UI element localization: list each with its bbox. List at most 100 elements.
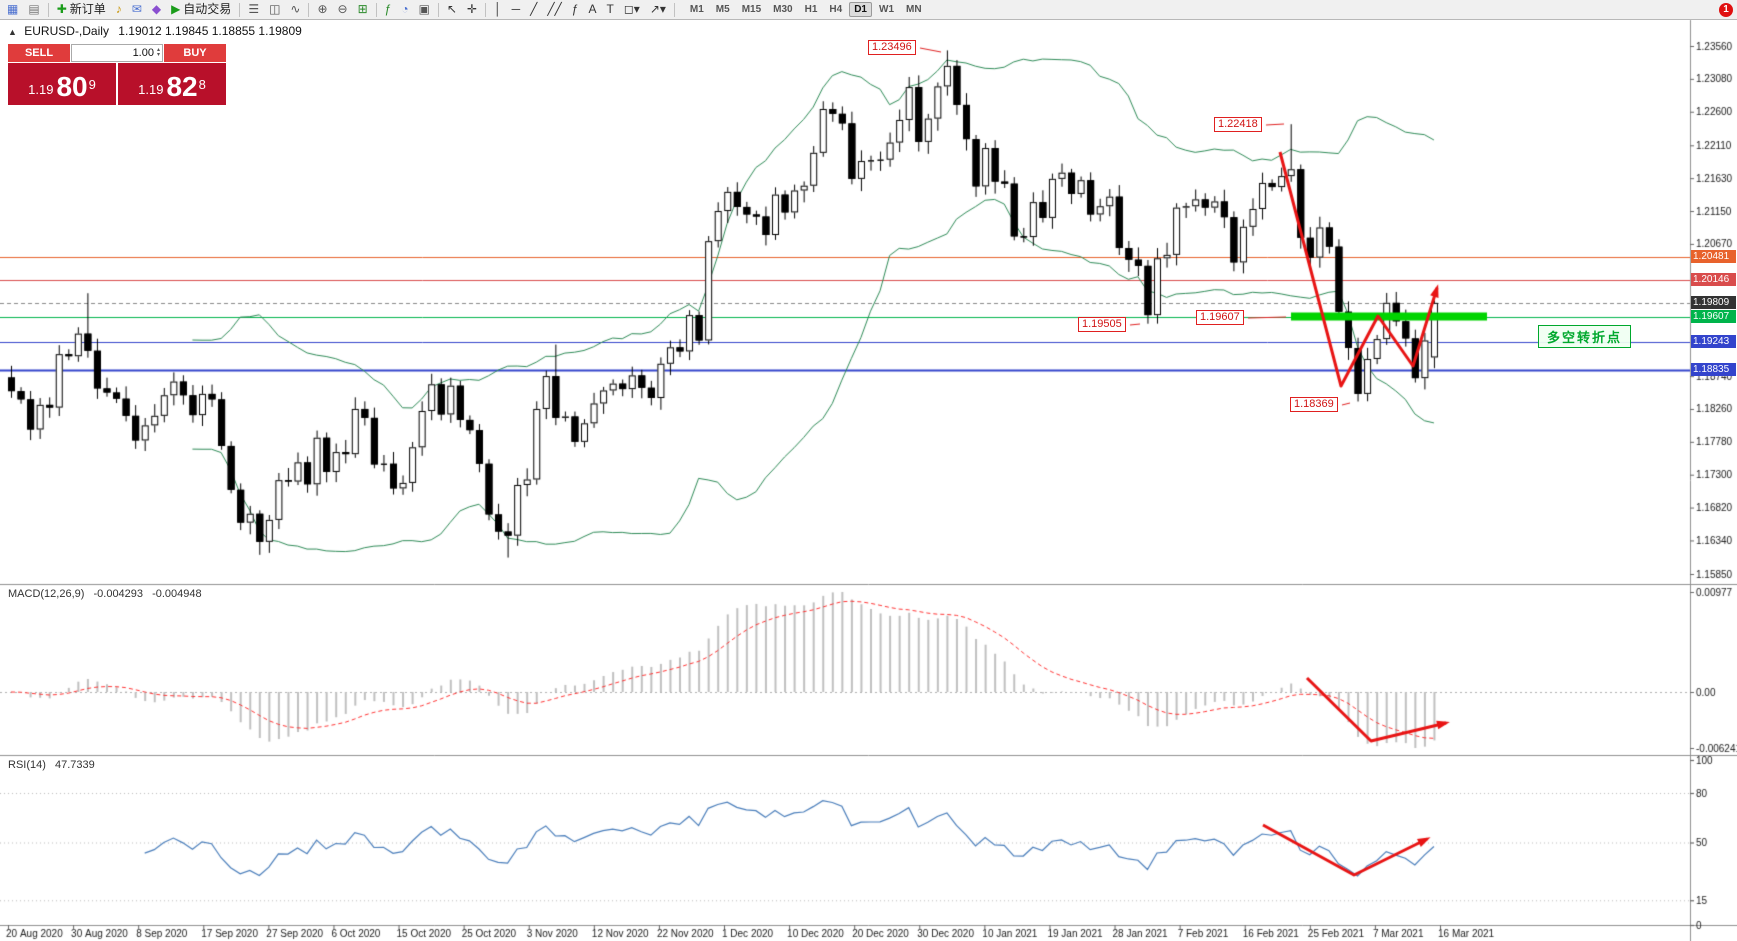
bar-chart-button[interactable]: ☰ bbox=[244, 0, 263, 19]
zoom-in-button[interactable]: ⊕ bbox=[313, 0, 331, 19]
objects-list-icon: ▣ bbox=[418, 2, 430, 16]
timeframe-button-W1[interactable]: W1 bbox=[879, 4, 894, 15]
volume-value: 1.00 bbox=[132, 47, 154, 59]
crosshair-button[interactable]: ✛ bbox=[463, 0, 481, 19]
tile-windows-icon: ⊞ bbox=[357, 2, 368, 16]
text-icon: A bbox=[588, 2, 597, 16]
volume-spinner[interactable]: ▴ ▾ bbox=[156, 47, 160, 58]
buy-price-display[interactable]: 1.19 82 8 bbox=[118, 63, 226, 105]
timeframe-button-MN[interactable]: MN bbox=[906, 4, 922, 15]
spinner-down-icon[interactable]: ▾ bbox=[156, 52, 160, 58]
one-click-trading-panel: SELL 1.00 ▴ ▾ BUY 1.19 80 9 1.19 82 8 bbox=[8, 44, 226, 105]
rsi-value: 47.7339 bbox=[54, 759, 95, 771]
zoom-out-icon: ⊖ bbox=[337, 2, 348, 16]
cycles-button[interactable]: ◔ bbox=[397, 0, 412, 19]
cursor-button[interactable]: ↖ bbox=[443, 0, 461, 19]
macd-main-value: -0.004293 bbox=[93, 588, 144, 600]
new-order-icon: ✚ bbox=[56, 2, 67, 16]
zoom-in-icon: ⊕ bbox=[317, 2, 328, 16]
new-order-button[interactable]: ✚ 新订单 bbox=[53, 0, 110, 19]
line-chart-button[interactable]: ∿ bbox=[286, 0, 304, 19]
horizontal-line-icon: ─ bbox=[511, 2, 521, 16]
crosshair-icon: ✛ bbox=[467, 2, 478, 16]
sell-button[interactable]: SELL bbox=[8, 44, 70, 62]
timeframe-group: M1 M5 M15 M30 H1 H4 D1 W1 MN bbox=[684, 2, 928, 17]
horizontal-line-button[interactable]: ─ bbox=[508, 0, 525, 19]
toolbar-separator bbox=[375, 2, 377, 17]
trendline-button[interactable]: ╱ bbox=[526, 0, 541, 19]
notification-badge[interactable]: 1 bbox=[1719, 3, 1733, 17]
macd-label: MACD(12,26,9) bbox=[8, 588, 85, 600]
sell-price-fraction: 9 bbox=[88, 77, 96, 92]
profiles-button[interactable]: ▤ bbox=[24, 0, 43, 19]
autotrade-icon: ▶ bbox=[171, 2, 181, 16]
channel-icon: ╱╱ bbox=[547, 2, 562, 16]
arrows-icon: ↗▾ bbox=[649, 2, 666, 16]
rsi-label: RSI(14) bbox=[8, 759, 46, 771]
indicators-button[interactable]: ƒ bbox=[381, 0, 396, 19]
rsi-pane-title: RSI(14) 47.7339 bbox=[8, 759, 101, 771]
new-chart-icon: ▦ bbox=[7, 2, 19, 16]
timeframe-button-M1[interactable]: M1 bbox=[689, 4, 704, 15]
label-icon: T bbox=[606, 2, 614, 16]
toolbar-separator bbox=[437, 2, 439, 17]
toolbar-separator bbox=[308, 2, 310, 17]
market-icon: ◆ bbox=[151, 2, 162, 16]
alerts-icon: ♪ bbox=[115, 2, 122, 16]
objects-list-button[interactable]: ▣ bbox=[415, 0, 434, 19]
timeframe-button-M15[interactable]: M15 bbox=[741, 4, 762, 15]
cursor-icon: ↖ bbox=[446, 2, 458, 16]
trendline-icon: ╱ bbox=[530, 2, 538, 16]
timeframe-button-H1[interactable]: H1 bbox=[804, 4, 818, 15]
label-button[interactable]: T bbox=[602, 0, 617, 19]
zoom-out-button[interactable]: ⊖ bbox=[334, 0, 352, 19]
timeframe-button-D1[interactable]: D1 bbox=[849, 2, 872, 17]
toolbar-separator bbox=[239, 2, 241, 17]
alerts-button[interactable]: ♪ bbox=[112, 0, 126, 19]
autotrade-button-label: 自动交易 bbox=[183, 2, 232, 16]
timeframe-button-M5[interactable]: M5 bbox=[715, 4, 730, 15]
fibonacci-icon: ƒ bbox=[571, 2, 579, 16]
timeframe-button-H4[interactable]: H4 bbox=[829, 4, 843, 15]
fibonacci-button[interactable]: ƒ bbox=[568, 0, 583, 19]
sell-price-display[interactable]: 1.19 80 9 bbox=[8, 63, 116, 105]
macd-pane-title: MACD(12,26,9) -0.004293 -0.004948 bbox=[8, 588, 208, 600]
candlestick-chart-button[interactable]: ◫ bbox=[265, 0, 284, 19]
bar-chart-icon: ☰ bbox=[248, 2, 260, 16]
buy-price-prefix: 1.19 bbox=[138, 82, 164, 97]
buy-price-fraction: 8 bbox=[198, 77, 206, 92]
toolbar-separator bbox=[485, 2, 487, 17]
tile-windows-button[interactable]: ⊞ bbox=[354, 0, 372, 19]
chart-symbol-label: EURUSD-,Daily bbox=[24, 24, 109, 38]
vertical-line-button[interactable]: │ bbox=[490, 0, 506, 19]
autotrade-button[interactable]: ▶ 自动交易 bbox=[167, 0, 235, 19]
toolbar-separator bbox=[47, 2, 49, 17]
channel-button[interactable]: ╱╱ bbox=[543, 0, 565, 19]
spinner-up-icon[interactable]: ▴ bbox=[156, 47, 160, 53]
chart-header: ▲ EURUSD-,Daily 1.19012 1.19845 1.18855 … bbox=[8, 24, 302, 38]
mailbox-button[interactable]: ✉ bbox=[128, 0, 146, 19]
shapes-icon: ◻▾ bbox=[623, 2, 640, 16]
arrows-button[interactable]: ↗▾ bbox=[646, 0, 670, 19]
profiles-icon: ▤ bbox=[28, 2, 40, 16]
line-chart-icon: ∿ bbox=[290, 2, 301, 16]
sell-price-prefix: 1.19 bbox=[28, 82, 54, 97]
buy-button[interactable]: BUY bbox=[164, 44, 226, 62]
macd-signal-value: -0.004948 bbox=[152, 588, 202, 600]
toolbar-separator bbox=[673, 2, 675, 17]
shapes-button[interactable]: ◻▾ bbox=[620, 0, 644, 19]
mailbox-icon: ✉ bbox=[131, 2, 142, 16]
collapse-panel-icon[interactable]: ▲ bbox=[8, 27, 17, 37]
chart-ohlc-values: 1.19012 1.19845 1.18855 1.19809 bbox=[118, 24, 302, 38]
timeframe-button-M30[interactable]: M30 bbox=[773, 4, 793, 15]
toolbar: ▦ ▤ ✚ 新订单 ♪ ✉ ◆ ▶ 自动交易 ☰ ◫ ∿ ⊕ ⊖ ⊞ ƒ ◔ ▣ ↖ ✛ │ ─ ╱ ╱╱ ƒ A T ◻▾ ↗▾ M1 M… bbox=[0, 0, 1737, 20]
cycles-icon: ◔ bbox=[401, 2, 409, 16]
vertical-line-icon: │ bbox=[494, 2, 502, 16]
new-chart-button[interactable]: ▦ bbox=[3, 0, 22, 19]
text-button[interactable]: A bbox=[584, 0, 600, 19]
sell-price-pips: 80 bbox=[56, 71, 88, 102]
market-button[interactable]: ◆ bbox=[148, 0, 165, 19]
volume-input[interactable]: 1.00 ▴ ▾ bbox=[71, 44, 163, 62]
